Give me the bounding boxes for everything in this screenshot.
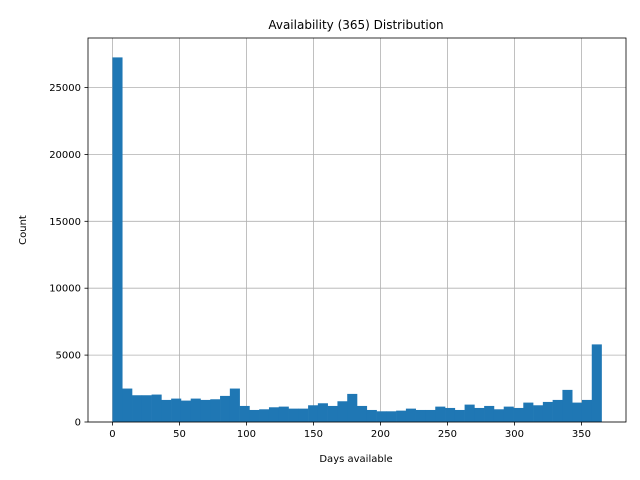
histogram-bar [239,405,250,422]
histogram-bar [308,405,319,422]
histogram-bar [405,408,416,422]
histogram-bar [581,399,593,422]
x-tick-label: 300 [505,429,524,440]
histogram-bar [415,409,426,422]
histogram-bar [572,402,583,422]
histogram-bar [337,401,348,422]
histogram-bar [484,405,495,422]
x-tick-label: 0 [109,429,115,440]
histogram-bar [112,57,123,422]
histogram-bar [523,402,534,422]
histogram-bar [229,388,240,422]
x-tick-label: 250 [438,429,457,440]
grid-lines [88,38,626,423]
histogram-bar [122,388,133,422]
histogram-bar [151,394,162,422]
y-tick-label: 5000 [56,351,81,362]
histogram-bar [562,389,573,422]
histogram-bar [542,401,553,422]
histogram-bar [396,410,407,422]
histogram-bar [171,398,182,422]
histogram-bar [161,399,172,422]
histogram-bar [386,411,397,422]
histogram-bar [268,407,280,422]
histogram-bar [132,395,143,422]
histogram-bar [259,409,270,422]
x-tick-label: 150 [304,429,323,440]
histogram-bar [464,404,475,422]
histogram-bar [180,400,192,422]
x-tick-label: 50 [173,429,186,440]
y-axis-label: Count [18,215,29,245]
plot-frame [87,37,627,423]
x-tick-label: 350 [572,429,591,440]
histogram-bar [493,409,505,422]
histogram-bar [141,395,152,422]
y-tick-label: 0 [75,418,81,429]
histogram-bar [454,409,465,422]
y-tick-label: 20000 [49,150,81,161]
x-tick-label: 100 [237,429,256,440]
y-tick-label: 10000 [49,284,81,295]
histogram-bar [503,406,514,422]
histogram-bar [278,406,289,422]
histogram-bar [327,405,338,422]
histogram-bar [220,395,231,422]
histogram-bar [445,407,456,422]
histogram-bar [533,405,544,422]
bars [112,57,602,422]
x-axis-ticks: 0 50 100 150 200 250 300 350 [109,422,591,440]
histogram-bar [425,409,436,422]
histogram-bar [357,405,368,422]
histogram-bar [190,398,201,422]
histogram-bar [200,399,211,422]
y-axis-ticks: 0 5000 10000 15000 20000 25000 [49,83,88,429]
histogram-bar [376,411,387,422]
histogram-bar [210,399,221,422]
histogram-bar [366,409,377,422]
histogram-bar [513,407,524,422]
histogram-bar [298,408,309,422]
chart-title: Availability (365) Distribution [268,18,443,32]
histogram-bar [249,409,260,422]
y-tick-label: 15000 [49,217,81,228]
histogram-bar [317,403,328,422]
x-axis-label: Days available [319,454,392,465]
histogram-bar [591,344,602,422]
histogram-bar [435,406,446,422]
histogram-bar [552,399,563,422]
histogram-bar [347,393,358,422]
y-tick-label: 25000 [49,83,81,94]
histogram-bar [474,407,485,422]
x-tick-label: 200 [371,429,390,440]
histogram-bar [288,408,299,422]
